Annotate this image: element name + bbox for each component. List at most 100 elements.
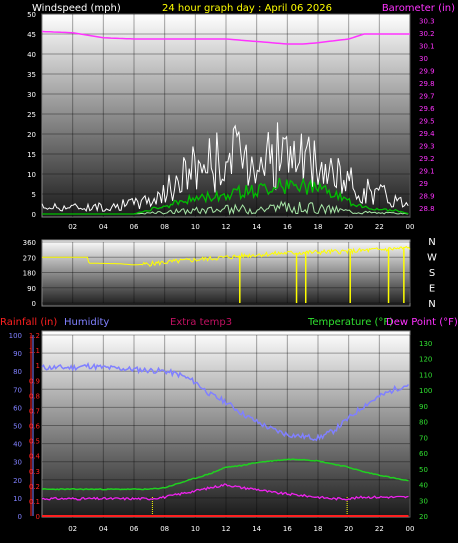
temperature-tick: 70 [419,434,428,442]
temperature-humidity-panel: Rainfall (in) Humidity Extra temp3 Temperat… [0,317,458,533]
humidity-tick: 10 [13,495,22,503]
rain-tick: 0 [36,513,40,521]
direction-tick: 270 [23,254,36,262]
rain-tick-labels: 0 0.1 0.2 0.3 0.4 0.5 0.6 0.7 0.8 0.9 1 1.1 1.2 [29,332,41,521]
temp-gridlines [42,334,411,519]
temp-plot-area [41,330,411,518]
rain-tick: 0.9 [29,377,40,385]
humidity-tick: 100 [9,332,22,340]
compass-label: E [429,284,435,295]
legend-item: Rainfall (in) [0,317,57,328]
barometer-line [41,30,410,45]
temp-x-tick: 14 [252,525,261,533]
rain-tick: 0.1 [29,498,40,506]
barometer-tick: 29.5 [419,117,435,125]
wind-x-tick: 16 [283,223,292,231]
wind-plot-area [41,13,411,218]
temperature-tick: 30 [419,497,428,505]
barometer-tick: 29.6 [419,105,435,113]
wind-x-tick: 10 [191,223,200,231]
humidity-tick: 30 [13,459,22,467]
humidity-tick: 0 [18,513,22,521]
wind-x-tick: 00 [406,223,415,231]
humidity-tick: 80 [13,368,22,376]
legend-item: Extra temp3 [170,317,232,328]
temp-x-tick-labels: 02 04 06 08 10 12 14 16 18 20 22 00 [68,525,414,533]
temp-x-tick: 06 [130,525,139,533]
barometer-tick: 29.2 [419,155,435,163]
temp-x-tick: 00 [406,525,415,533]
barometer-axis-label: Barometer (in) [382,3,455,14]
barometer-tick: 30.3 [419,17,435,25]
windspeed-tick: 35 [27,71,36,79]
wind-x-tick-labels: 02 04 06 08 10 12 14 16 18 20 22 00 [68,223,414,231]
windspeed-tick: 30 [27,91,36,99]
windspeed-tick-labels: 0 5 10 15 20 25 30 35 40 45 50 [27,11,36,219]
wind-x-tick: 08 [160,223,169,231]
barometer-tick: 28.9 [419,192,435,200]
temp-x-tick: 10 [191,525,200,533]
barometer-tick: 30.2 [419,30,435,38]
wind-series [41,30,410,216]
direction-tick-labels: 0 90 180 270 360 [23,239,36,308]
rain-tick: 1.2 [29,332,40,340]
compass-label: N [428,299,435,310]
wind-x-tick: 02 [68,223,77,231]
windspeed-tick: 5 [32,191,36,199]
wind-barometer-panel: Windspeed (mph) 24 hour graph day : Apri… [27,3,455,231]
windspeed-tick: 50 [27,11,36,19]
windspeed-tick: 20 [27,131,36,139]
temperature-tick: 110 [419,371,432,379]
temperature-tick: 50 [419,466,428,474]
rain-tick: 0.5 [29,438,40,446]
compass-label: W [427,253,437,264]
humidity-tick: 40 [13,441,22,449]
rain-tick: 0.2 [29,483,40,491]
windspeed-tick: 40 [27,51,36,59]
barometer-tick: 29.4 [419,130,435,138]
humidity-tick: 90 [13,350,22,358]
humidity-tick-labels: 0 10 20 30 40 50 60 70 80 90 100 [9,332,22,521]
wind-x-tick: 06 [130,223,139,231]
barometer-tick: 30 [419,55,428,63]
direction-tick: 0 [32,300,36,308]
barometer-tick: 28.8 [419,205,435,213]
temperature-tick: 90 [419,403,428,411]
direction-series [42,245,411,303]
temp-x-tick: 18 [314,525,323,533]
legend-item: Dew Point (°F) [386,317,458,328]
direction-tick: 360 [23,239,36,247]
humidity-tick: 70 [13,386,22,394]
wind-x-tick: 22 [375,223,384,231]
rain-tick: 0.3 [29,468,40,476]
windspeed-tick: 15 [27,151,36,159]
temp-x-tick: 08 [160,525,169,533]
barometer-tick: 30.1 [419,42,435,50]
compass-label: N [428,237,435,248]
humidity-line [41,362,410,442]
direction-gridlines [42,241,411,304]
barometer-tick: 29.1 [419,167,435,175]
legend-item: Humidity [64,317,109,328]
direction-tick: 90 [27,285,36,293]
temperature-tick: 120 [419,356,432,364]
humidity-tick: 50 [13,423,22,431]
windspeed-tick: 45 [27,31,36,39]
rain-tick: 0.8 [29,392,40,400]
barometer-tick: 29.9 [419,67,435,75]
wind-x-tick: 14 [252,223,261,231]
temperature-tick: 130 [419,340,432,348]
barometer-tick: 29.7 [419,92,435,100]
wind-x-tick: 20 [344,223,353,231]
temperature-tick: 20 [419,513,428,521]
temperature-tick: 40 [419,482,428,490]
windspeed-axis-label: Windspeed (mph) [32,3,121,14]
direction-line [42,245,411,267]
legend-item: Temperature (°F) [307,317,393,328]
humidity-tick: 20 [13,477,22,485]
temp-series [41,362,410,517]
temp-x-tick: 04 [99,525,108,533]
